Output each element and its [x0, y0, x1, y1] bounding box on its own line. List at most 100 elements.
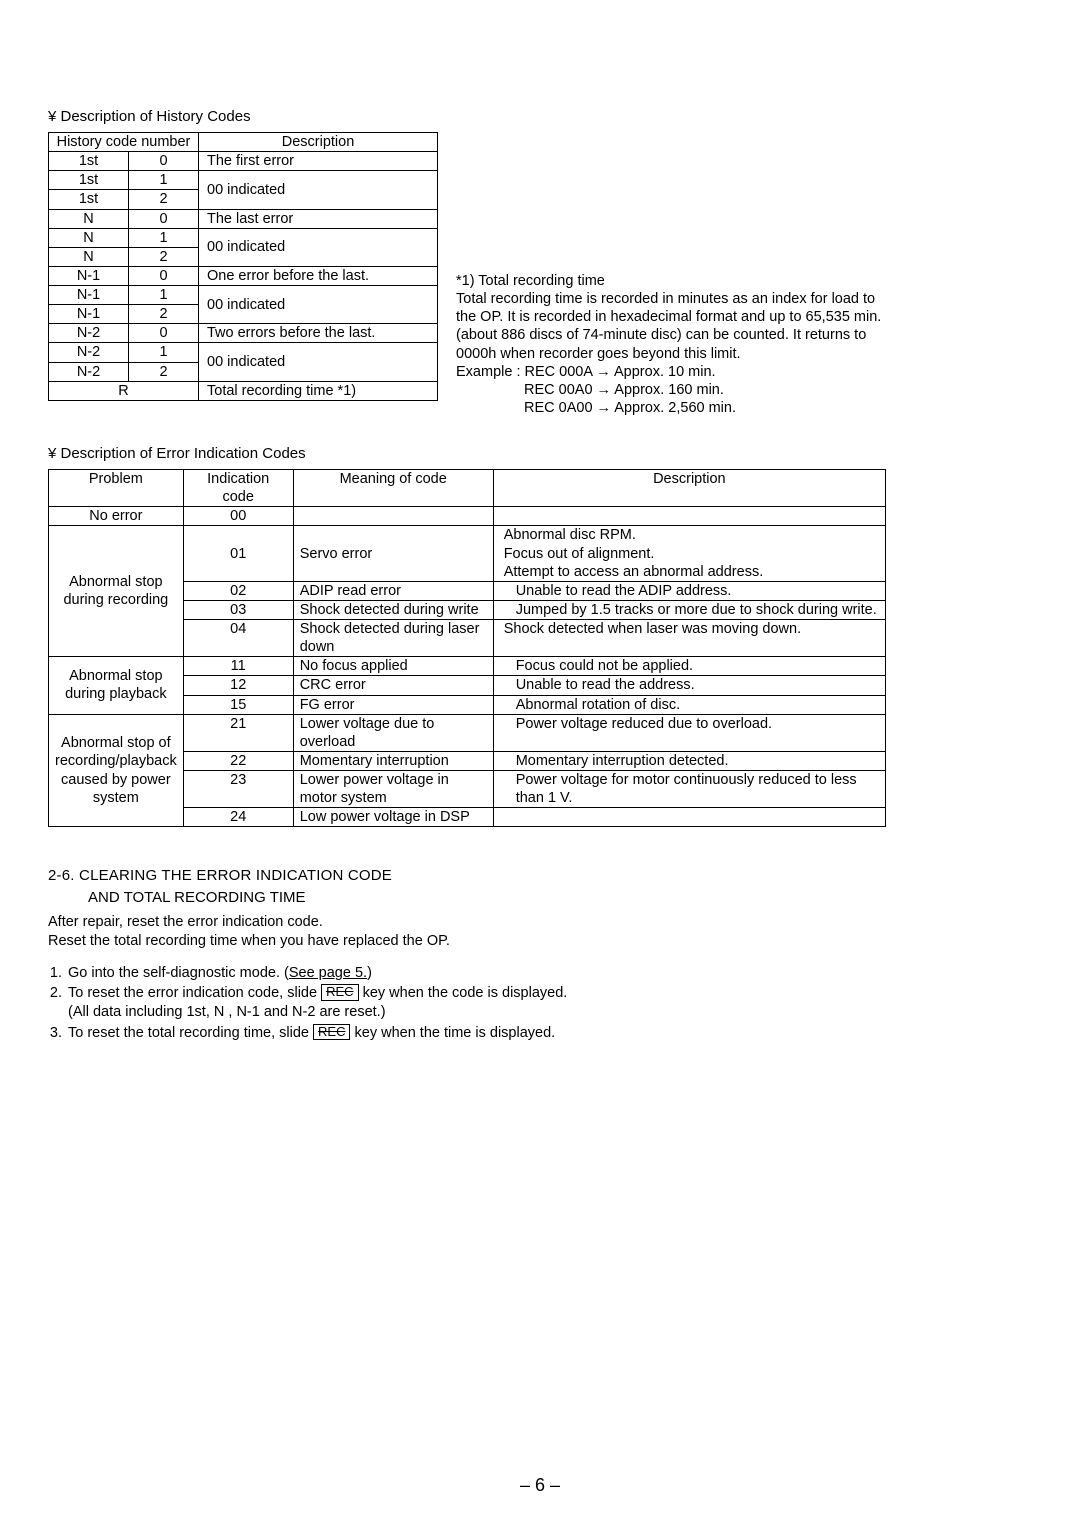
- error-meaning-cell: Momentary interruption: [293, 751, 493, 770]
- error-problem-cell: No error: [49, 507, 184, 526]
- error-meaning-cell: Low power voltage in DSP: [293, 808, 493, 827]
- history-cell: 2: [129, 305, 199, 324]
- history-codes-heading: ¥ Description of History Codes: [48, 108, 1032, 126]
- history-cell: 1: [129, 343, 199, 362]
- error-meaning-cell: Servo error: [293, 526, 493, 581]
- section-number: 2-6.: [48, 867, 75, 884]
- history-cell: 0: [129, 266, 199, 285]
- error-meaning-cell: [293, 507, 493, 526]
- history-cell: 0: [129, 209, 199, 228]
- history-cell: N-2: [49, 362, 129, 381]
- error-desc-cell: Jumped by 1.5 tracks or more due to shoc…: [493, 600, 885, 619]
- rec-key: REC: [313, 1024, 350, 1040]
- error-desc-cell: Unable to read the ADIP address.: [493, 581, 885, 600]
- history-cell: 1st: [49, 190, 129, 209]
- error-codes-heading: ¥ Description of Error Indication Codes: [48, 445, 1032, 463]
- history-cell: N: [49, 247, 129, 266]
- history-cell: 1: [129, 228, 199, 247]
- total-recording-time-note: *1) Total recording time Total recording…: [456, 272, 881, 417]
- error-desc-cell: Momentary interruption detected.: [493, 751, 885, 770]
- error-code-cell: 03: [183, 600, 293, 619]
- history-cell: N-1: [49, 286, 129, 305]
- history-cell: N-2: [49, 343, 129, 362]
- error-header-desc: Description: [493, 470, 885, 507]
- page-reference-link: See page 5.: [289, 965, 367, 981]
- error-problem-cell: Abnormal stop during recording: [49, 526, 184, 657]
- note-title: *1) Total recording time: [456, 272, 881, 290]
- error-desc-cell: [493, 507, 885, 526]
- history-cell: 0: [129, 152, 199, 171]
- error-header-code: Indication code: [183, 470, 293, 507]
- error-desc-cell: Focus could not be applied.: [493, 657, 885, 676]
- history-desc-cell: One error before the last.: [199, 266, 438, 285]
- error-desc-cell: Power voltage for motor continuously red…: [493, 771, 885, 808]
- note-example-right: Approx. 2,560 min.: [614, 400, 736, 416]
- error-desc-cell: [493, 808, 885, 827]
- error-header-meaning: Meaning of code: [293, 470, 493, 507]
- clearing-intro-line: Reset the total recording time when you …: [48, 932, 1032, 950]
- error-codes-table: Problem Indication code Meaning of code …: [48, 469, 886, 827]
- step-text: To reset the total recording time, slide: [68, 1025, 313, 1041]
- error-desc-cell: Abnormal rotation of disc.: [493, 695, 885, 714]
- error-code-cell: 23: [183, 771, 293, 808]
- history-cell: 2: [129, 247, 199, 266]
- history-cell: N-1: [49, 305, 129, 324]
- history-cell: N-1: [49, 266, 129, 285]
- arrow-icon: →: [597, 381, 612, 399]
- error-desc-cell: Power voltage reduced due to overload.: [493, 714, 885, 751]
- history-desc-cell: Total recording time *1): [199, 381, 438, 400]
- history-desc-cell: 00 indicated: [199, 228, 438, 266]
- step-extra: (All data including 1st, N , N-1 and N-2…: [68, 1004, 386, 1020]
- section-title: CLEARING THE ERROR INDICATION CODE: [79, 867, 392, 884]
- rec-key: REC: [321, 984, 358, 1000]
- error-meaning-cell: Shock detected during write: [293, 600, 493, 619]
- error-desc-cell: Shock detected when laser was moving dow…: [493, 620, 885, 657]
- error-meaning-cell: FG error: [293, 695, 493, 714]
- history-cell: N: [49, 228, 129, 247]
- error-code-cell: 12: [183, 676, 293, 695]
- history-cell: R: [49, 381, 199, 400]
- arrow-icon: →: [596, 363, 611, 381]
- note-line: the OP. It is recorded in hexadecimal fo…: [456, 308, 881, 326]
- note-example: REC 000A: [525, 364, 593, 380]
- error-meaning-cell: ADIP read error: [293, 581, 493, 600]
- history-cell: 1st: [49, 171, 129, 190]
- page-number: – 6 –: [0, 1475, 1080, 1496]
- step-1: Go into the self-diagnostic mode. (See p…: [66, 964, 1032, 983]
- error-meaning-cell: Shock detected during laser down: [293, 620, 493, 657]
- history-header-desc: Description: [199, 133, 438, 152]
- error-desc-cell: Unable to read the address.: [493, 676, 885, 695]
- history-desc-cell: 00 indicated: [199, 286, 438, 324]
- history-desc-cell: The first error: [199, 152, 438, 171]
- error-code-cell: 04: [183, 620, 293, 657]
- history-desc-cell: 00 indicated: [199, 171, 438, 209]
- error-code-cell: 21: [183, 714, 293, 751]
- section-heading: 2-6. CLEARING THE ERROR INDICATION CODE: [48, 867, 1032, 885]
- step-text: To reset the error indication code, slid…: [68, 985, 321, 1001]
- error-code-cell: 24: [183, 808, 293, 827]
- step-text: key when the code is displayed.: [363, 985, 568, 1001]
- error-meaning-cell: Lower power voltage in motor system: [293, 771, 493, 808]
- step-text: key when the time is displayed.: [355, 1025, 556, 1041]
- step-3: To reset the total recording time, slide…: [66, 1024, 1032, 1043]
- history-header-code: History code number: [49, 133, 199, 152]
- error-code-cell: 02: [183, 581, 293, 600]
- note-example: REC 00A0: [524, 382, 593, 398]
- error-meaning-cell: CRC error: [293, 676, 493, 695]
- history-desc-cell: Two errors before the last.: [199, 324, 438, 343]
- error-meaning-cell: Lower voltage due to overload: [293, 714, 493, 751]
- step-2: To reset the error indication code, slid…: [66, 984, 1032, 1022]
- error-header-problem: Problem: [49, 470, 184, 507]
- arrow-icon: →: [597, 399, 612, 417]
- history-cell: 2: [129, 362, 199, 381]
- error-code-cell: 15: [183, 695, 293, 714]
- history-desc-cell: 00 indicated: [199, 343, 438, 381]
- history-cell: N-2: [49, 324, 129, 343]
- error-problem-cell: Abnormal stop during playback: [49, 657, 184, 714]
- note-line: 0000h when recorder goes beyond this lim…: [456, 345, 881, 363]
- section-subtitle: AND TOTAL RECORDING TIME: [88, 889, 1032, 907]
- note-example-label: Example :: [456, 364, 520, 380]
- history-codes-table: History code number Description 1st0The …: [48, 132, 438, 401]
- clearing-intro-line: After repair, reset the error indication…: [48, 913, 1032, 931]
- history-cell: 2: [129, 190, 199, 209]
